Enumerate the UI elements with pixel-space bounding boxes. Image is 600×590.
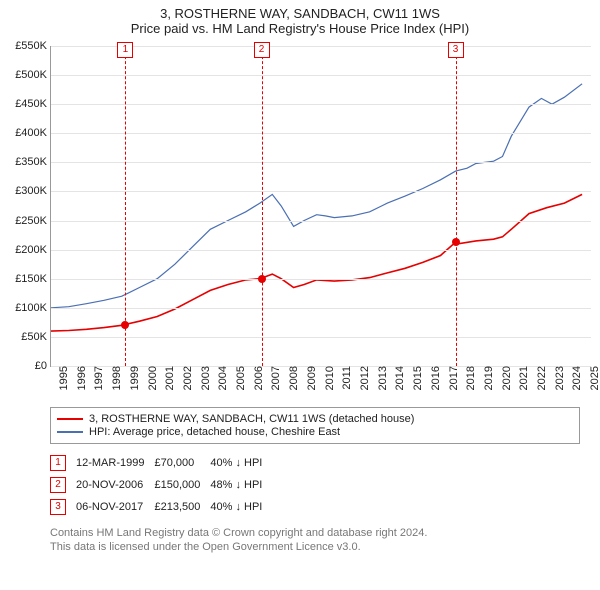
marker-badge-small: 2 xyxy=(50,477,66,493)
x-tick-label: 2002 xyxy=(178,366,194,390)
x-tick-label: 2022 xyxy=(532,366,548,390)
marker-delta: 48% ↓ HPI xyxy=(210,474,272,496)
x-tick-label: 2015 xyxy=(408,366,424,390)
marker-badge-small: 3 xyxy=(50,499,66,515)
footnote-line2: This data is licensed under the Open Gov… xyxy=(50,540,580,554)
marker-date: 06-NOV-2017 xyxy=(76,496,154,518)
gridline xyxy=(51,337,591,338)
marker-line xyxy=(262,46,263,366)
series-line xyxy=(51,84,582,308)
gridline xyxy=(51,162,591,163)
legend-row: 3, ROSTHERNE WAY, SANDBACH, CW11 1WS (de… xyxy=(57,413,573,425)
legend-swatch xyxy=(57,431,83,433)
gridline xyxy=(51,279,591,280)
marker-date: 12-MAR-1999 xyxy=(76,452,154,474)
x-tick-label: 2018 xyxy=(461,366,477,390)
chart-lines-svg xyxy=(51,46,591,366)
y-tick-label: £300K xyxy=(15,185,51,197)
x-tick-label: 2021 xyxy=(514,366,530,390)
chart-container: 3, ROSTHERNE WAY, SANDBACH, CW11 1WS Pri… xyxy=(0,0,600,555)
y-tick-label: £350K xyxy=(15,156,51,168)
marker-dot xyxy=(121,321,129,329)
x-tick-label: 1996 xyxy=(72,366,88,390)
marker-row: 2 20-NOV-2006£150,00048% ↓ HPI xyxy=(50,474,272,496)
marker-dot xyxy=(452,238,460,246)
x-tick-label: 1995 xyxy=(54,366,70,390)
marker-badge: 1 xyxy=(117,42,133,58)
y-tick-label: £150K xyxy=(15,273,51,285)
x-tick-label: 2001 xyxy=(160,366,176,390)
x-tick-label: 2020 xyxy=(497,366,513,390)
x-tick-label: 2006 xyxy=(249,366,265,390)
legend-label: 3, ROSTHERNE WAY, SANDBACH, CW11 1WS (de… xyxy=(89,413,414,425)
legend-row: HPI: Average price, detached house, Ches… xyxy=(57,426,573,438)
x-tick-label: 2007 xyxy=(266,366,282,390)
gridline xyxy=(51,308,591,309)
marker-row: 1 12-MAR-1999£70,00040% ↓ HPI xyxy=(50,452,272,474)
marker-date: 20-NOV-2006 xyxy=(76,474,154,496)
x-tick-label: 2008 xyxy=(284,366,300,390)
gridline xyxy=(51,191,591,192)
gridline xyxy=(51,75,591,76)
x-tick-label: 2016 xyxy=(426,366,442,390)
x-tick-label: 2010 xyxy=(320,366,336,390)
x-tick-label: 2025 xyxy=(585,366,600,390)
x-tick-label: 2019 xyxy=(479,366,495,390)
footnote-line1: Contains HM Land Registry data © Crown c… xyxy=(50,526,580,540)
marker-price: £70,000 xyxy=(154,452,210,474)
y-tick-label: £0 xyxy=(35,360,51,372)
x-tick-label: 2003 xyxy=(196,366,212,390)
x-tick-label: 2024 xyxy=(567,366,583,390)
markers-table: 1 12-MAR-1999£70,00040% ↓ HPI 2 20-NOV-2006… xyxy=(50,452,272,518)
x-tick-label: 2017 xyxy=(444,366,460,390)
x-tick-label: 2012 xyxy=(355,366,371,390)
legend: 3, ROSTHERNE WAY, SANDBACH, CW11 1WS (de… xyxy=(50,407,580,444)
marker-badge: 2 xyxy=(254,42,270,58)
y-tick-label: £100K xyxy=(15,302,51,314)
marker-delta: 40% ↓ HPI xyxy=(210,496,272,518)
legend-label: HPI: Average price, detached house, Ches… xyxy=(89,426,340,438)
marker-price: £213,500 xyxy=(154,496,210,518)
gridline xyxy=(51,221,591,222)
marker-delta: 40% ↓ HPI xyxy=(210,452,272,474)
y-tick-label: £500K xyxy=(15,69,51,81)
x-tick-label: 2004 xyxy=(213,366,229,390)
footnote: Contains HM Land Registry data © Crown c… xyxy=(50,526,580,555)
gridline xyxy=(51,250,591,251)
x-tick-label: 2000 xyxy=(143,366,159,390)
y-tick-label: £550K xyxy=(15,40,51,52)
marker-dot xyxy=(258,275,266,283)
x-tick-label: 2013 xyxy=(373,366,389,390)
legend-swatch xyxy=(57,418,83,420)
y-tick-label: £250K xyxy=(15,215,51,227)
x-tick-label: 1999 xyxy=(125,366,141,390)
plot-area: £0£50K£100K£150K£200K£250K£300K£350K£400… xyxy=(50,46,591,367)
y-tick-label: £200K xyxy=(15,244,51,256)
x-tick-label: 2014 xyxy=(390,366,406,390)
x-tick-label: 2023 xyxy=(550,366,566,390)
marker-price: £150,000 xyxy=(154,474,210,496)
x-tick-label: 1998 xyxy=(107,366,123,390)
gridline xyxy=(51,133,591,134)
x-tick-label: 2011 xyxy=(337,366,353,390)
y-tick-label: £50K xyxy=(21,331,51,343)
chart-title-line2: Price paid vs. HM Land Registry's House … xyxy=(0,21,600,36)
marker-badge: 3 xyxy=(448,42,464,58)
chart-title-line1: 3, ROSTHERNE WAY, SANDBACH, CW11 1WS xyxy=(0,6,600,21)
y-tick-label: £400K xyxy=(15,127,51,139)
marker-line xyxy=(456,46,457,366)
marker-badge-small: 1 xyxy=(50,455,66,471)
marker-row: 3 06-NOV-2017£213,50040% ↓ HPI xyxy=(50,496,272,518)
marker-line xyxy=(125,46,126,366)
x-tick-label: 2005 xyxy=(231,366,247,390)
x-tick-label: 1997 xyxy=(89,366,105,390)
gridline xyxy=(51,104,591,105)
chart-titles: 3, ROSTHERNE WAY, SANDBACH, CW11 1WS Pri… xyxy=(0,0,600,36)
x-tick-label: 2009 xyxy=(302,366,318,390)
y-tick-label: £450K xyxy=(15,98,51,110)
